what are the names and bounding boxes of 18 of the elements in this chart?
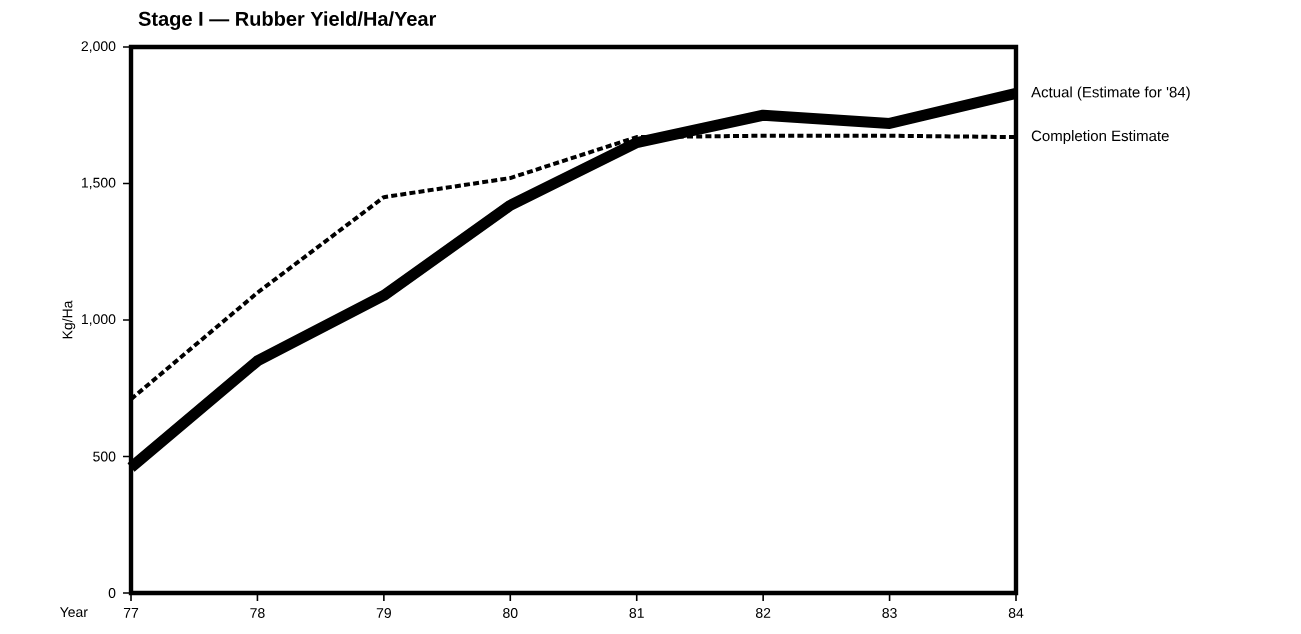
x-tick-label: 80 [503,608,518,618]
y-tick-label: 500 [93,451,116,462]
x-tick-label: 83 [882,608,897,618]
x-tick-label: 79 [376,608,391,618]
x-tick-label: 82 [755,608,771,618]
y-axis-title: Kg/Ha [62,300,76,339]
series-label: Completion Estimate [1031,130,1169,145]
y-tick-label: 1,000 [81,314,116,326]
x-tick-label: 81 [629,608,644,618]
y-tick-label: 2,000 [81,41,116,53]
x-tick-label: 77 [123,608,139,618]
x-tick-label: 84 [1008,608,1024,618]
y-tick-label: 0 [108,588,116,598]
y-tick-label: 1,500 [81,177,116,190]
x-axis-title: Year [59,607,88,618]
x-tick-label: 78 [250,608,265,618]
series-label: Actual (Estimate for '84) [1031,86,1190,101]
chart-title: Stage I — Rubber Yield/Ha/Year [138,11,437,30]
